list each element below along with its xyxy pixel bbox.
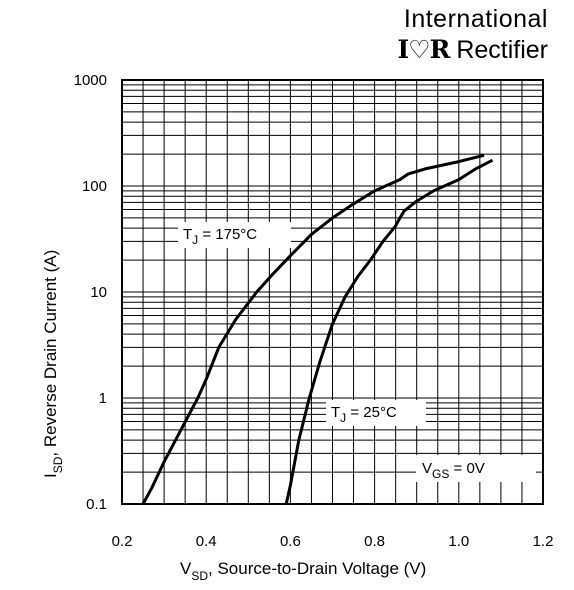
y-tick-label: 10 xyxy=(90,284,107,301)
annotations xyxy=(178,222,536,482)
series-line-0 xyxy=(141,153,485,505)
curves xyxy=(141,153,494,505)
annotation-tj-175: TJ = 175°C xyxy=(183,226,257,247)
y-tick-label: 1000 xyxy=(74,72,107,89)
brand-logo: International I♡R Rectifier xyxy=(397,4,548,66)
y-tick-label: 0.1 xyxy=(86,496,107,513)
annotation-bg-175 xyxy=(178,222,291,248)
x-tick-label: 0.4 xyxy=(196,533,217,550)
x-tick-label: 0.8 xyxy=(364,533,385,550)
brand-name-line2: I♡R Rectifier xyxy=(397,34,548,66)
brand-name-line1: International xyxy=(403,5,548,33)
y-axis-title: ISD, Reverse Drain Current (A) xyxy=(41,250,65,478)
y-tick-label: 100 xyxy=(82,178,107,195)
annotation-vgs: VGS = 0V xyxy=(422,460,485,481)
series-line-1 xyxy=(284,158,494,505)
plot-frame xyxy=(121,79,544,505)
grid xyxy=(121,80,544,505)
x-tick-label: 1.2 xyxy=(533,533,554,550)
y-tick-labels: 0.1 1 10 100 1000 xyxy=(74,72,107,513)
brand-rectifier: Rectifier xyxy=(456,36,548,64)
y-tick-label: 1 xyxy=(99,390,107,407)
x-tick-label: 0.6 xyxy=(280,533,301,550)
x-axis-title: VSD, Source-to-Drain Voltage (V) xyxy=(180,559,426,583)
x-tick-label: 1.0 xyxy=(448,533,469,550)
annotation-tj-25: TJ = 25°C xyxy=(331,404,397,425)
x-tick-label: 0.2 xyxy=(112,533,133,550)
ior-logo: I♡R xyxy=(397,35,450,64)
annotation-bg-vgs xyxy=(416,455,536,482)
annotation-bg-25 xyxy=(326,400,426,426)
x-tick-labels: 0.2 0.4 0.6 0.8 1.0 1.2 xyxy=(112,533,554,550)
